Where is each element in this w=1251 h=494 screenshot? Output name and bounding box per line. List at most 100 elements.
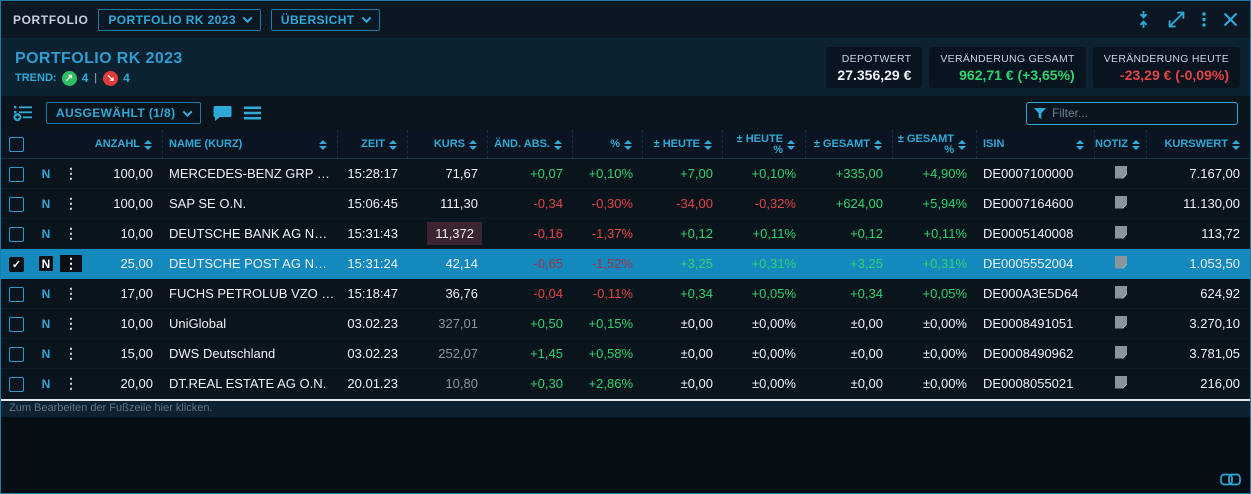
cell-isin: DE0008491051 [983, 316, 1074, 331]
sort-icon [1132, 139, 1140, 150]
table-row[interactable]: ✓ N ⋮ 10,00 DEUTSCHE BANK AG N… 15:31:43… [1, 219, 1250, 249]
row-menu-icon[interactable]: ⋮ [64, 285, 78, 301]
cell-aend-abs: +1,45 [530, 346, 563, 361]
note-icon[interactable] [1115, 285, 1127, 299]
table-row[interactable]: ✓ N ⋮ 100,00 MERCEDES-BENZ GRP … 15:28:1… [1, 159, 1250, 189]
cell-heute-pct: +0,31% [751, 256, 796, 271]
note-icon[interactable] [1115, 255, 1127, 269]
row-checkbox[interactable]: ✓ [9, 286, 24, 302]
trend-down-icon: ↘ [103, 70, 119, 86]
note-icon[interactable] [1115, 225, 1127, 239]
cell-zeit: 03.02.23 [347, 346, 398, 361]
news-badge[interactable]: N [41, 287, 51, 301]
note-icon[interactable] [1115, 345, 1127, 359]
veraenderung-heute-value: -23,29 € (-0,09%) [1120, 67, 1229, 83]
column-header-isin[interactable]: ISIN [977, 130, 1095, 159]
link-icon[interactable] [1220, 473, 1241, 486]
cell-isin: DE0008055021 [983, 376, 1074, 391]
cell-aend-abs: -0,65 [533, 256, 563, 271]
table-row[interactable]: ✓ N ⋮ 25,00 DEUTSCHE POST AG N… 15:31:24… [1, 249, 1250, 279]
table-row[interactable]: ✓ N ⋮ 15,00 DWS Deutschland 03.02.23 252… [1, 339, 1250, 369]
cell-kurswert: 113,72 [1201, 226, 1240, 241]
table-row[interactable]: ✓ N ⋮ 10,00 UniGlobal 03.02.23 327,01 +0… [1, 309, 1250, 339]
column-header-name[interactable]: NAME (KURZ) [163, 130, 338, 159]
sort-icon [874, 139, 882, 150]
table-row[interactable]: ✓ N ⋮ 17,00 FUCHS PETROLUB VZO … 15:18:4… [1, 279, 1250, 309]
note-icon[interactable] [1115, 315, 1127, 329]
cell-kurswert: 3.781,05 [1189, 346, 1240, 361]
expand-icon[interactable] [1168, 11, 1185, 28]
row-menu-icon[interactable]: ⋮ [64, 225, 78, 241]
column-header-zeit[interactable]: ZEIT [338, 130, 408, 159]
row-checkbox[interactable]: ✓ [9, 226, 24, 242]
table-row[interactable]: ✓ N ⋮ 100,00 SAP SE O.N. 15:06:45 111,30… [1, 189, 1250, 219]
select-all-checkbox[interactable] [9, 137, 24, 152]
news-badge[interactable]: N [41, 317, 51, 331]
column-header-pct[interactable]: % [573, 130, 643, 159]
column-header-anzahl[interactable]: ANZAHL [85, 130, 163, 159]
column-header-heute-pct[interactable]: ± HEUTE % [723, 130, 806, 159]
column-header-gesamt-pct[interactable]: ± GESAMT % [893, 130, 977, 159]
cell-name: SAP SE O.N. [169, 196, 247, 211]
column-header-heute[interactable]: ± HEUTE [643, 130, 723, 159]
kebab-menu-icon[interactable] [1201, 11, 1207, 28]
view-dropdown[interactable]: ÜBERSICHT [270, 8, 380, 31]
cell-pct: -0,30% [591, 196, 633, 211]
cell-kurs: 252,07 [438, 346, 478, 361]
column-header-aend-abs[interactable]: ÄND. ABS. [488, 130, 573, 159]
view-dropdown-label: ÜBERSICHT [280, 12, 355, 27]
row-menu-icon[interactable]: ⋮ [60, 255, 82, 272]
row-checkbox[interactable]: ✓ [9, 166, 24, 182]
row-menu-icon[interactable]: ⋮ [64, 345, 78, 361]
cell-gesamt: ±0,00 [850, 346, 883, 361]
selection-dropdown[interactable]: AUSGEWÄHLT (1/8) [46, 102, 201, 124]
column-header-gesamt[interactable]: ± GESAMT [806, 130, 893, 159]
column-header-kurs[interactable]: KURS [408, 130, 488, 159]
news-badge[interactable]: N [38, 256, 54, 271]
column-header-kurswert[interactable]: KURSWERT [1147, 130, 1250, 159]
news-badge[interactable]: N [41, 347, 51, 361]
portfolio-dropdown[interactable]: PORTFOLIO RK 2023 [98, 8, 261, 31]
column-header-notiz[interactable]: NOTIZ [1095, 130, 1147, 159]
cell-aend-abs: -0,04 [533, 286, 563, 301]
row-menu-icon[interactable]: ⋮ [64, 195, 78, 211]
row-menu-icon[interactable]: ⋮ [64, 375, 78, 391]
cell-pct: -0,11% [592, 286, 633, 301]
row-checkbox[interactable]: ✓ [9, 256, 24, 272]
news-badge[interactable]: N [41, 167, 51, 181]
note-icon[interactable] [1115, 165, 1127, 179]
chat-icon[interactable] [213, 105, 232, 122]
filter-input[interactable] [1052, 106, 1230, 120]
cell-pct: +0,58% [588, 346, 633, 361]
note-icon[interactable] [1115, 375, 1127, 389]
cell-isin: DE0005140008 [983, 226, 1074, 241]
news-badge[interactable]: N [41, 197, 51, 211]
collapse-vertical-icon[interactable] [1135, 11, 1152, 28]
cell-heute-pct: +0,05% [751, 286, 796, 301]
row-checkbox[interactable]: ✓ [9, 376, 24, 392]
news-badge[interactable]: N [41, 227, 51, 241]
cell-anzahl: 20,00 [120, 376, 153, 391]
cell-gesamt: +3,25 [850, 256, 883, 271]
hamburger-menu-icon[interactable] [243, 106, 261, 120]
row-checkbox[interactable]: ✓ [9, 196, 24, 212]
cell-anzahl: 10,00 [120, 226, 153, 241]
table-row[interactable]: ✓ N ⋮ 20,00 DT.REAL ESTATE AG O.N. 20.01… [1, 369, 1250, 399]
watchlist-add-icon[interactable] [13, 104, 34, 122]
footer-edit-note[interactable]: Zum Bearbeiten der Fußzeile hier klicken… [1, 401, 1250, 417]
cell-kurs: 42,14 [445, 256, 478, 271]
row-checkbox[interactable]: ✓ [9, 346, 24, 362]
cell-gesamt-pct: ±0,00% [923, 316, 967, 331]
close-icon[interactable] [1223, 12, 1238, 27]
row-menu-icon[interactable]: ⋮ [64, 315, 78, 331]
note-icon[interactable] [1115, 195, 1127, 209]
row-checkbox[interactable]: ✓ [9, 316, 24, 332]
cell-heute-pct: +0,11% [752, 226, 797, 241]
depotwert-value: 27.356,29 € [837, 67, 912, 83]
cell-aend-abs: +0,07 [530, 166, 563, 181]
row-menu-icon[interactable]: ⋮ [64, 165, 78, 181]
news-badge[interactable]: N [41, 377, 51, 391]
cell-isin: DE000A3E5D64 [983, 286, 1079, 301]
trend-down-count: 4 [123, 71, 130, 85]
